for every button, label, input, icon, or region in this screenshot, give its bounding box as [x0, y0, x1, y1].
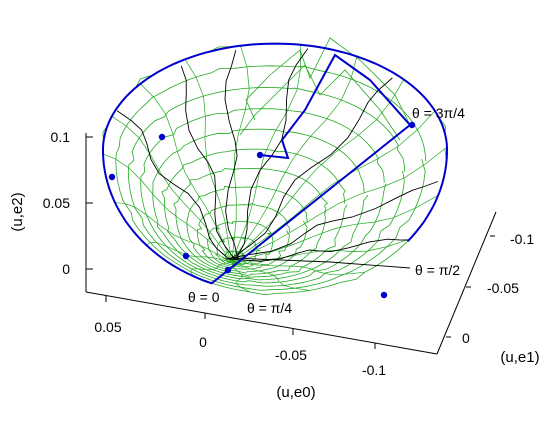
mesh-radial	[231, 261, 310, 291]
meridian-curve	[230, 77, 393, 260]
mesh-ring	[152, 128, 369, 281]
boundary-curve-group	[102, 42, 448, 285]
boundary-curve	[102, 42, 448, 285]
meridian-curves	[116, 48, 438, 269]
meridian-curve	[116, 110, 230, 260]
mesh-radial	[184, 59, 233, 263]
y-tick-label: -0.1	[510, 231, 534, 247]
z-tick-label: 0.1	[51, 129, 71, 145]
x-tick-label: 0.05	[94, 319, 121, 335]
x-tick-label: -0.1	[362, 362, 386, 378]
mesh-ring	[102, 43, 448, 296]
x-ticks: 0.05 0 -0.05 -0.1	[94, 296, 386, 378]
mesh-fringe	[245, 37, 411, 126]
axes-box	[85, 133, 497, 355]
mesh-radial	[231, 194, 439, 263]
mesh-radial	[102, 153, 233, 263]
z-tick-label: 0	[62, 261, 70, 277]
y-tick-label: -0.05	[487, 280, 519, 296]
y-axis-label: (u,e1)	[500, 349, 539, 366]
x-axis-line	[85, 291, 438, 355]
z-tick-label: 0.05	[43, 195, 70, 211]
mesh-radial	[190, 261, 233, 277]
mesh-ring	[197, 202, 290, 270]
mesh-radial	[140, 83, 233, 263]
y-ticks: -0.1 -0.05 0	[446, 231, 534, 346]
mesh-radial	[231, 110, 436, 263]
meridian-curve	[227, 238, 411, 262]
x-tick-label: 0	[199, 334, 207, 350]
mesh-ring	[207, 221, 274, 268]
annotation-theta-pi2: θ = π/2	[415, 262, 460, 278]
mesh-ring	[115, 65, 427, 291]
meridian-curve	[180, 65, 235, 260]
meridian-curve	[226, 181, 438, 260]
mesh-ring	[127, 87, 406, 287]
mesh-ring	[161, 148, 348, 278]
mesh-radial	[114, 202, 233, 263]
mesh-ring	[140, 108, 387, 284]
annotation-theta-3pi4: θ = 3π/4	[412, 105, 465, 121]
mesh-radial	[231, 79, 405, 263]
x-tick-label: -0.05	[275, 347, 307, 363]
mesh-fringe	[239, 64, 401, 141]
x-axis-label: (u,e0)	[276, 384, 315, 401]
mesh-radial	[111, 116, 233, 263]
boundary-marker	[108, 173, 116, 181]
meridian-curve	[231, 257, 411, 269]
mesh-radial	[146, 242, 233, 263]
meridian-curve	[235, 48, 309, 260]
annotation-theta-0: θ = 0	[188, 289, 220, 305]
mesh-ring	[186, 185, 308, 274]
boundary-marker	[182, 252, 190, 260]
boundary-marker	[408, 121, 416, 129]
boundary-marker	[256, 151, 264, 159]
z-axis-label: (u,e2)	[9, 192, 26, 231]
mesh-radial	[231, 261, 366, 275]
mesh-radial	[231, 56, 358, 263]
boundary-marker	[158, 133, 166, 141]
mesh-radial	[231, 45, 250, 263]
boundary-marker	[224, 266, 232, 274]
meridian-curve	[224, 50, 239, 260]
y-tick-label: 0	[462, 330, 470, 346]
surface-mesh	[102, 37, 448, 296]
boundary-markers	[108, 121, 416, 299]
mesh-ring	[173, 167, 329, 277]
z-ticks: 0.1 0.05 0	[43, 129, 93, 277]
boundary-marker	[380, 291, 388, 299]
annotation-theta-pi4: θ = π/4	[247, 300, 292, 316]
mesh-radial	[231, 146, 448, 263]
y-axis-line	[436, 211, 497, 355]
